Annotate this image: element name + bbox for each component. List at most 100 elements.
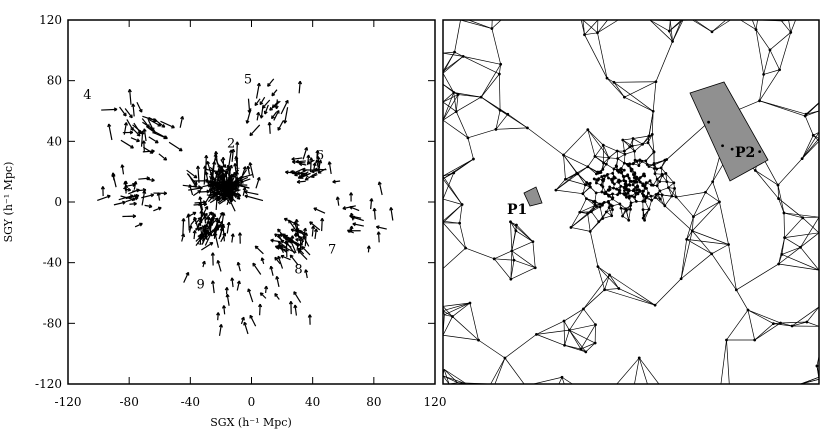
triangulation-edge: [594, 192, 597, 202]
x-tick-label: 40: [305, 395, 320, 409]
triangulation-edge: [591, 211, 600, 222]
velocity-arrowhead: [221, 156, 224, 161]
triangulation-edge: [533, 376, 563, 385]
triangulation-edge: [587, 213, 591, 232]
triangulation-node: [638, 190, 642, 193]
triangulation-node: [533, 266, 537, 270]
triangulation-node: [506, 112, 510, 116]
triangulation-edge: [442, 222, 466, 249]
triangulation-edge: [693, 201, 720, 218]
triangulation-node: [803, 114, 807, 118]
triangulation-node: [655, 184, 659, 188]
velocity-arrow: [152, 132, 167, 139]
triangulation-node: [509, 277, 513, 281]
triangulation-node: [452, 91, 456, 94]
triangulation-edge: [674, 188, 677, 198]
velocity-arrowhead: [133, 201, 137, 205]
triangulation-node: [602, 161, 606, 165]
velocity-arrowhead: [375, 226, 380, 230]
triangulation-node: [624, 182, 628, 185]
triangulation-node: [618, 202, 622, 206]
triangulation-node: [593, 341, 597, 345]
region-labels: 1 2 3 4 5 6 7 8 9: [83, 73, 336, 293]
triangulation-node: [643, 186, 647, 190]
x-tick-label: -40: [181, 395, 200, 409]
velocity-arrow: [231, 233, 234, 243]
velocity-arrowhead: [284, 99, 289, 103]
triangulation-node: [711, 180, 715, 184]
triangulation-edge: [777, 185, 779, 199]
triangulation-node: [498, 108, 502, 112]
velocity-arrow: [370, 198, 373, 210]
velocity-arrowhead: [185, 271, 189, 275]
triangulation-node: [632, 179, 636, 183]
velocity-arrowhead: [218, 324, 222, 328]
triangulation-edge: [510, 267, 536, 280]
triangulation-node: [601, 217, 605, 220]
velocity-arrow: [259, 292, 267, 299]
triangulation-node: [468, 301, 472, 305]
triangulation-edge: [442, 158, 474, 180]
triangulation-node: [588, 181, 592, 185]
triangulation-edge: [655, 197, 666, 207]
velocity-arrow: [242, 187, 246, 196]
velocity-arrowhead: [262, 106, 266, 109]
velocity-arrow: [237, 262, 241, 272]
velocity-arrowhead: [297, 80, 301, 85]
velocity-arrow: [123, 122, 127, 135]
velocity-arrow: [186, 169, 198, 179]
velocity-arrowhead: [206, 189, 210, 193]
triangulation-edge: [563, 129, 589, 156]
velocity-arrow: [182, 218, 185, 235]
triangulation-node: [649, 194, 653, 198]
triangulation-node: [628, 179, 632, 183]
velocity-arrowhead: [202, 229, 204, 233]
velocity-arrow: [133, 181, 137, 190]
triangulation-edge: [629, 138, 634, 147]
triangulation-node: [503, 356, 507, 360]
x-tick-label: -120: [55, 395, 82, 409]
velocity-arrow: [142, 121, 153, 130]
velocity-arrowhead: [150, 125, 153, 130]
velocity-arrow: [317, 168, 327, 174]
velocity-arrowhead: [269, 108, 273, 111]
triangulation-node: [607, 201, 611, 204]
triangulation-edge: [800, 376, 820, 385]
triangulation-edge: [510, 221, 517, 231]
velocity-arrowhead: [141, 140, 145, 144]
triangulation-node: [753, 338, 757, 342]
triangulation-edge: [634, 151, 636, 161]
triangulation-node: [815, 364, 819, 368]
velocity-arrowhead: [248, 162, 251, 166]
triangulation-node: [652, 163, 656, 167]
velocity-arrow: [249, 124, 261, 137]
triangulation-node: [692, 215, 695, 219]
triangulation-node: [644, 181, 648, 185]
velocity-arrow: [153, 207, 162, 212]
velocity-arrowhead: [195, 165, 199, 170]
velocity-arrow: [302, 235, 310, 247]
triangulation-edge: [499, 73, 501, 111]
velocity-arrowhead: [311, 171, 315, 174]
velocity-arrow: [294, 221, 300, 239]
triangulation-edge: [778, 198, 785, 214]
triangulation-edge: [563, 154, 566, 180]
triangulation-edge: [591, 206, 601, 213]
triangulation-edge: [665, 173, 668, 182]
triangulation-edge: [609, 274, 620, 289]
velocity-arrow: [119, 106, 127, 117]
velocity-arrowhead: [228, 185, 232, 190]
velocity-arrow: [220, 212, 225, 229]
triangulation-node: [599, 183, 603, 187]
triangulation-node: [636, 185, 640, 189]
velocity-arrow: [243, 322, 249, 335]
triangulation-node: [642, 194, 645, 198]
velocity-arrow: [147, 118, 161, 127]
velocity-arrowhead: [246, 120, 250, 124]
triangulation-node: [616, 193, 619, 197]
triangulation-edge: [675, 196, 694, 217]
velocity-arrow: [233, 183, 250, 189]
triangulation-node: [494, 127, 498, 131]
velocity-arrowhead: [123, 184, 127, 189]
velocity-arrow: [197, 165, 200, 183]
